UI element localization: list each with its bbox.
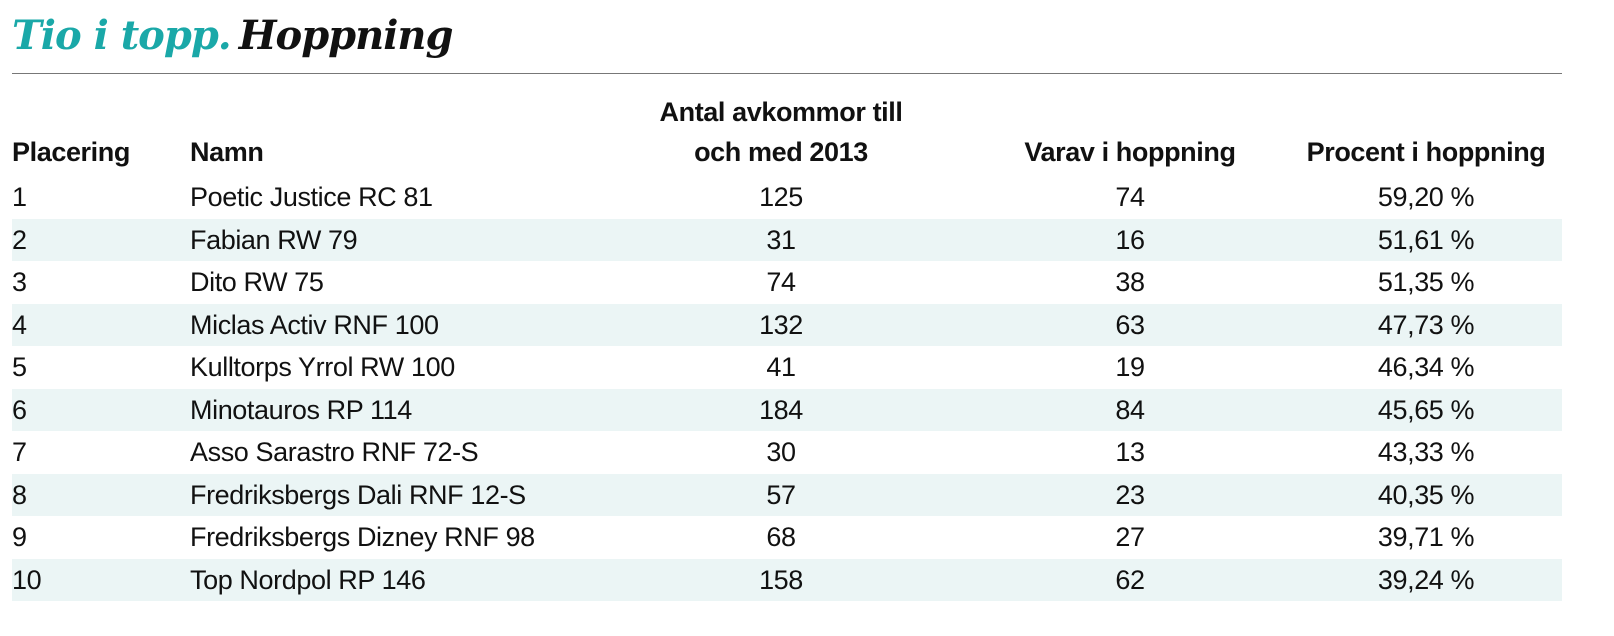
cell-offspring: 68 [766,522,796,552]
cell-name: Miclas Activ RNF 100 [190,303,592,346]
cell-jumping: 16 [970,218,1290,261]
headline: Tio i topp. Hoppning [12,10,454,62]
cell-jumping: 84 [970,388,1290,431]
table-row: 4 Miclas Activ RNF 100 132 63 47,73 % [12,303,1562,346]
cell-offspring: 57 [592,473,970,516]
cell-percent: 46,34 % [1377,352,1475,382]
cell-name: Fredriksbergs Dali RNF 12-S [190,473,592,516]
table-body: 1 Poetic Justice RC 81 125 74 59,20 % 2 … [12,176,1562,601]
cell-name: Fabian RW 79 [190,218,592,261]
cell-jumping: 74 [1115,182,1145,212]
cell-rank: 2 [12,218,190,261]
cell-offspring: 74 [766,267,796,297]
cell-rank: 6 [12,388,190,431]
column-header-placement: Placering [12,137,130,167]
cell-name: Poetic Justice RC 81 [190,182,433,212]
table-header: Placering Namn Antal avkommor till och m… [12,92,1562,176]
cell-jumping: 62 [970,558,1290,601]
table-row: 8 Fredriksbergs Dali RNF 12-S 57 23 40,3… [12,473,1562,516]
cell-name: Dito RW 75 [190,267,324,297]
headline-kicker: Tio i topp. [12,12,232,59]
table-row: 3 Dito RW 75 74 38 51,35 % [12,261,1562,304]
cell-rank: 3 [12,267,27,297]
cell-jumping: 23 [970,473,1290,516]
cell-rank: 8 [12,473,190,516]
cell-offspring: 30 [766,437,796,467]
table-row: 6 Minotauros RP 114 184 84 45,65 % [12,388,1562,431]
column-header-offspring-line1: Antal avkommor till [659,97,903,127]
column-header-name: Namn [190,137,264,167]
cell-rank: 1 [12,182,27,212]
cell-percent: 39,71 % [1377,522,1475,552]
cell-percent: 39,24 % [1290,558,1562,601]
cell-name: Minotauros RP 114 [190,388,592,431]
cell-offspring: 41 [766,352,796,382]
header-divider [12,73,1562,74]
table-row: 2 Fabian RW 79 31 16 51,61 % [12,218,1562,261]
cell-jumping: 27 [1115,522,1145,552]
cell-percent: 45,65 % [1290,388,1562,431]
cell-offspring: 31 [592,218,970,261]
table-row: 7 Asso Sarastro RNF 72-S 30 13 43,33 % [12,431,1562,474]
cell-percent: 43,33 % [1377,437,1475,467]
cell-rank: 9 [12,522,27,552]
cell-jumping: 19 [1115,352,1145,382]
cell-jumping: 13 [1115,437,1145,467]
cell-rank: 5 [12,352,27,382]
column-header-offspring-line2: och med 2013 [694,137,868,167]
cell-offspring: 125 [759,182,803,212]
table-row: 5 Kulltorps Yrrol RW 100 41 19 46,34 % [12,346,1562,389]
cell-name: Asso Sarastro RNF 72-S [190,437,479,467]
cell-percent: 59,20 % [1377,182,1475,212]
table-row: 1 Poetic Justice RC 81 125 74 59,20 % [12,176,1562,219]
cell-rank: 10 [12,558,190,601]
cell-name: Fredriksbergs Dizney RNF 98 [190,522,535,552]
table-row: 10 Top Nordpol RP 146 158 62 39,24 % [12,558,1562,601]
table-row: 9 Fredriksbergs Dizney RNF 98 68 27 39,7… [12,516,1562,559]
cell-percent: 47,73 % [1290,303,1562,346]
cell-offspring: 158 [592,558,970,601]
cell-rank: 4 [12,303,190,346]
cell-jumping: 63 [970,303,1290,346]
cell-offspring: 184 [592,388,970,431]
cell-percent: 51,35 % [1377,267,1475,297]
top-ten-table: Placering Namn Antal avkommor till och m… [12,92,1562,601]
cell-rank: 7 [12,437,27,467]
cell-offspring: 132 [592,303,970,346]
cell-name: Top Nordpol RP 146 [190,558,592,601]
cell-percent: 40,35 % [1290,473,1562,516]
column-header-offspring: Antal avkommor till och med 2013 [592,92,970,176]
cell-percent: 51,61 % [1290,218,1562,261]
column-header-jumping: Varav i hoppning [1024,137,1236,167]
headline-title: Hoppning [238,12,454,59]
cell-name: Kulltorps Yrrol RW 100 [190,352,455,382]
column-header-percent: Procent i hoppning [1306,137,1546,167]
table-header-row: Placering Namn Antal avkommor till och m… [12,92,1562,176]
cell-jumping: 38 [1115,267,1145,297]
